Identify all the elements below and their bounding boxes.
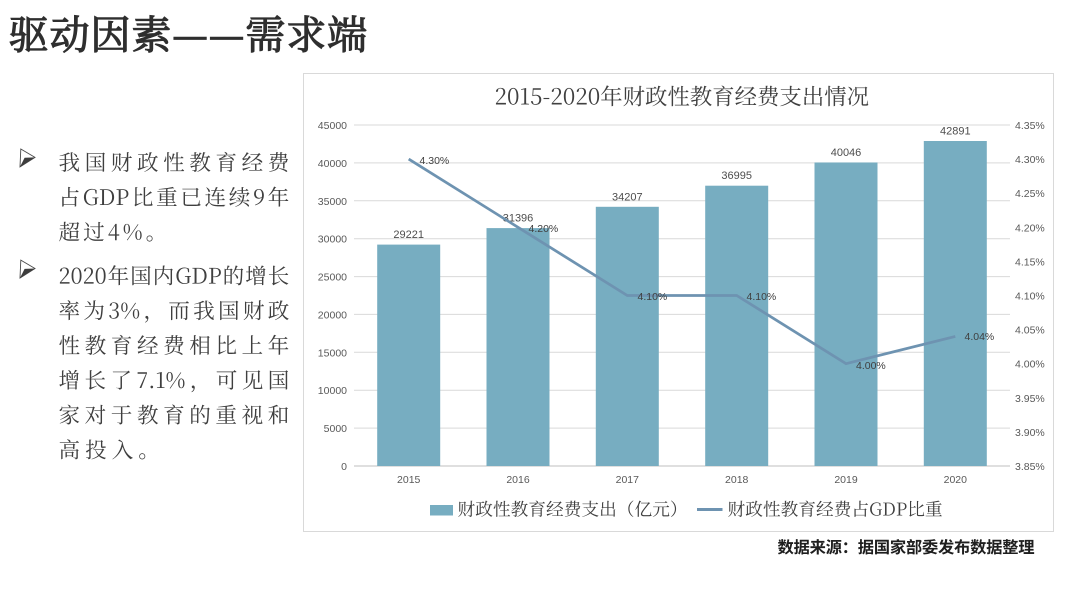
- svg-text:10000: 10000: [318, 385, 347, 397]
- svg-text:4.04%: 4.04%: [965, 331, 995, 343]
- svg-text:15000: 15000: [318, 347, 347, 359]
- svg-text:20000: 20000: [318, 309, 347, 321]
- svg-text:36995: 36995: [721, 170, 752, 182]
- svg-text:4.25%: 4.25%: [1015, 188, 1045, 200]
- svg-text:4.30%: 4.30%: [420, 155, 450, 167]
- svg-text:4.10%: 4.10%: [638, 291, 668, 303]
- svg-text:40000: 40000: [318, 158, 347, 170]
- svg-text:2019: 2019: [834, 474, 858, 486]
- svg-text:2016: 2016: [506, 474, 530, 486]
- svg-text:3.90%: 3.90%: [1015, 427, 1045, 439]
- svg-text:4.00%: 4.00%: [1015, 359, 1045, 371]
- svg-text:2015: 2015: [397, 474, 421, 486]
- svg-text:42891: 42891: [940, 126, 971, 138]
- svg-text:4.15%: 4.15%: [1015, 256, 1045, 268]
- svg-text:3.95%: 3.95%: [1015, 393, 1045, 405]
- svg-text:4.35%: 4.35%: [1015, 120, 1045, 132]
- svg-text:4.10%: 4.10%: [1015, 291, 1045, 303]
- svg-text:4.00%: 4.00%: [856, 360, 886, 372]
- svg-text:2018: 2018: [725, 474, 749, 486]
- svg-text:34207: 34207: [612, 191, 643, 203]
- svg-text:2020: 2020: [944, 474, 968, 486]
- svg-text:4.20%: 4.20%: [529, 223, 559, 235]
- svg-text:4.10%: 4.10%: [747, 291, 777, 303]
- svg-text:2017: 2017: [616, 474, 640, 486]
- svg-text:25000: 25000: [318, 272, 347, 284]
- svg-text:0: 0: [341, 461, 347, 473]
- svg-text:29221: 29221: [393, 229, 424, 241]
- svg-text:30000: 30000: [318, 234, 347, 246]
- svg-text:5000: 5000: [324, 423, 348, 435]
- svg-text:4.20%: 4.20%: [1015, 222, 1045, 234]
- svg-text:4.05%: 4.05%: [1015, 325, 1045, 337]
- svg-text:40046: 40046: [831, 147, 862, 159]
- svg-text:3.85%: 3.85%: [1015, 461, 1045, 473]
- svg-text:4.30%: 4.30%: [1015, 154, 1045, 166]
- svg-text:35000: 35000: [318, 196, 347, 208]
- svg-text:45000: 45000: [318, 120, 347, 132]
